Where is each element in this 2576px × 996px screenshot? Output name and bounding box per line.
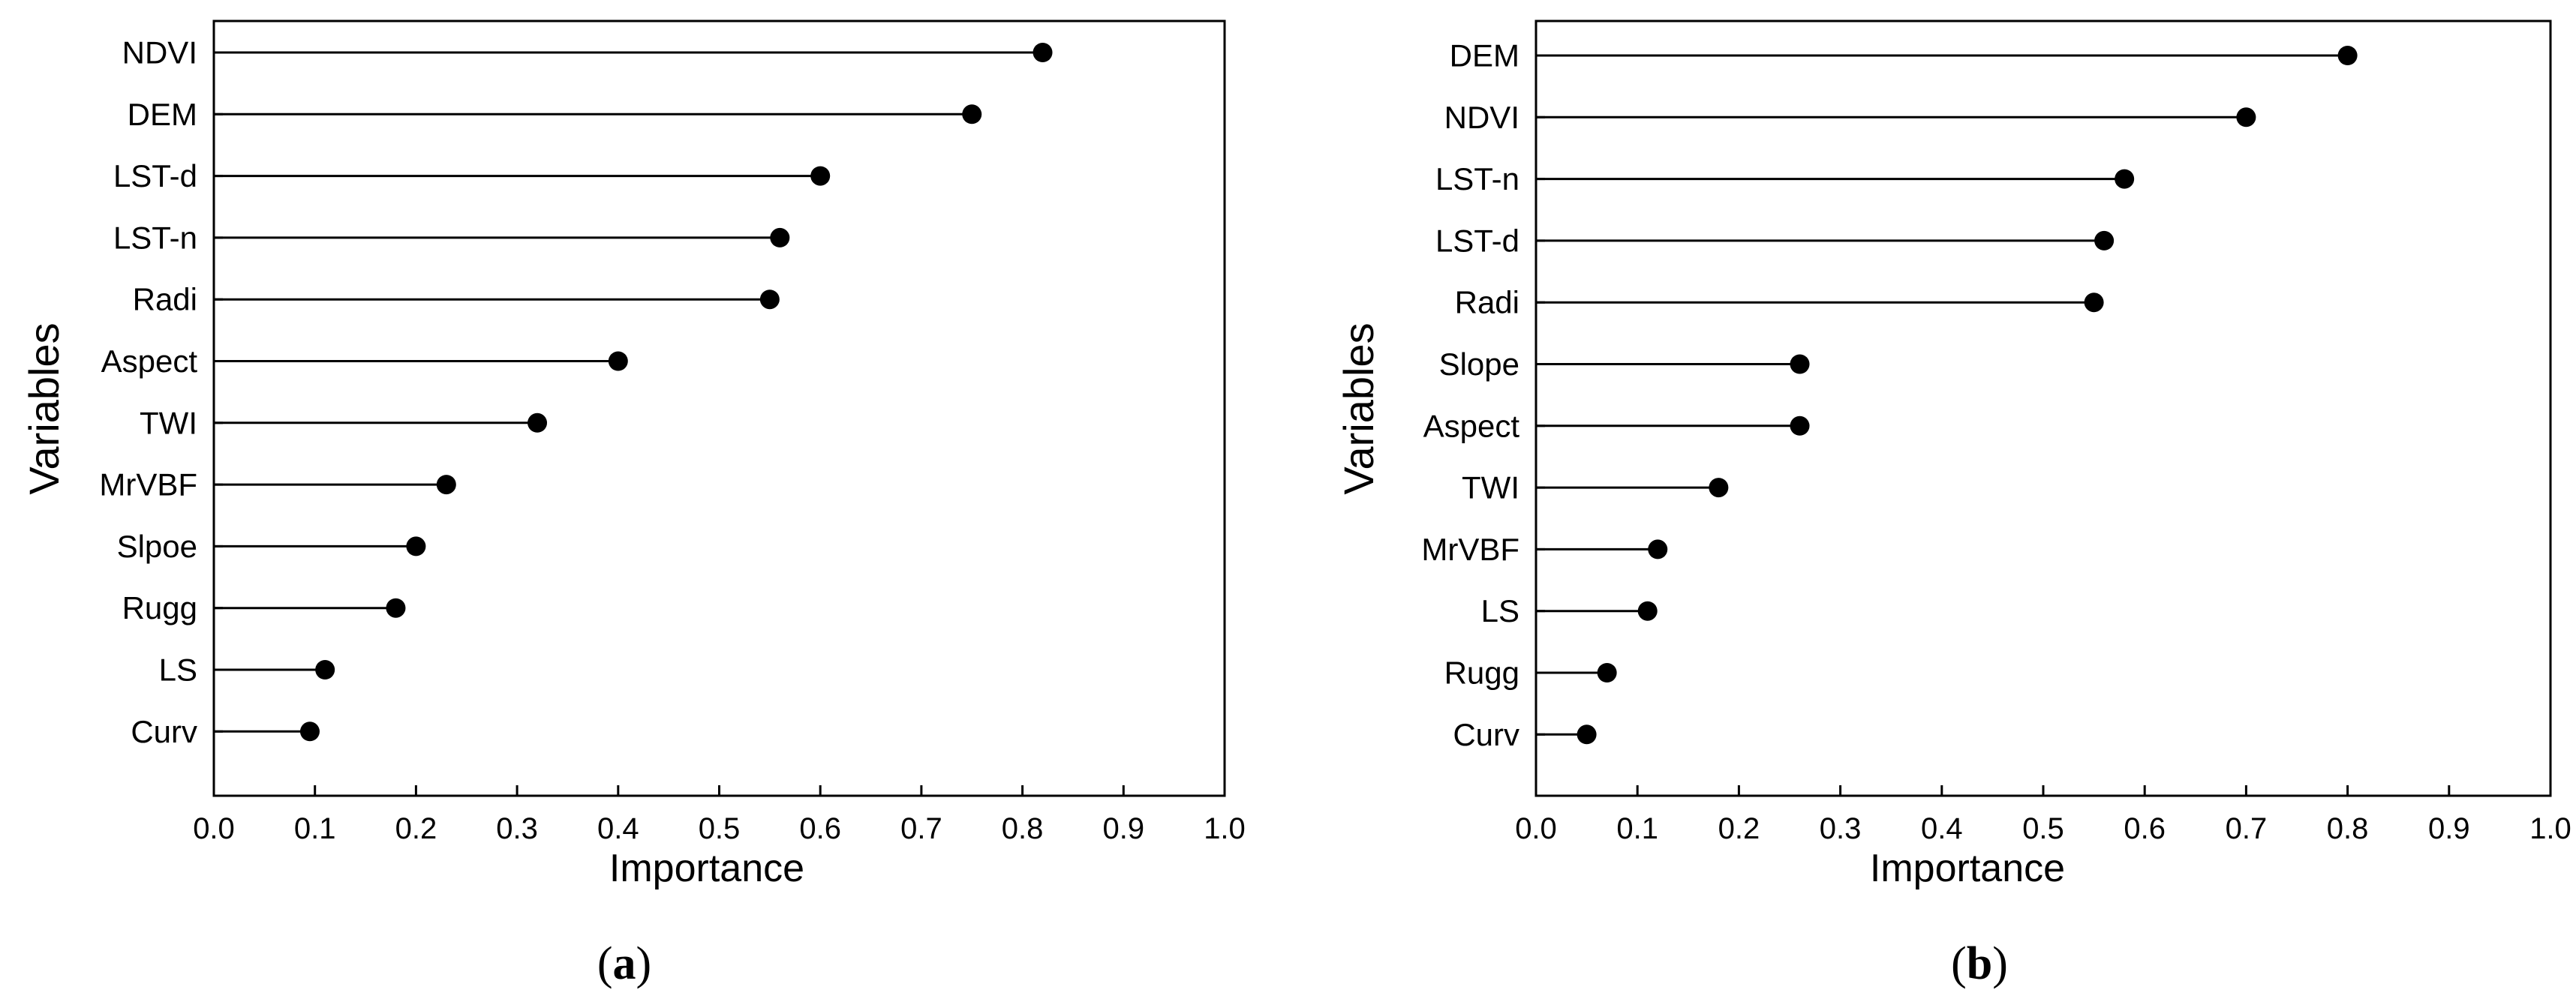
panel-a-x-axis-title: Importance [609,847,804,890]
panel-a-x-tick-label-7: 0.7 [900,812,942,845]
panel-a-label-lst-d: LST-d [113,158,197,194]
panel-a-dot-curv [299,722,320,742]
panel-a-x-tick-label-6: 0.6 [799,812,841,845]
panel-b-label-ndvi: NDVI [1444,100,1519,135]
panel-a-label-twi: TWI [140,405,197,440]
panel-b-caption: (b) [1951,938,2008,989]
panel-b-dot-rugg [1597,663,1617,682]
panel-a-x-tick-label-4: 0.4 [597,812,639,845]
panel-a-label-curv: Curv [131,714,197,749]
panel-a-x-tick-label-10: 1.0 [1204,812,1246,845]
panel-a-label-slpoe: Slpoe [117,529,197,564]
panel-b-dot-lst-d [2094,230,2115,250]
panel-a-label-aspect: Aspect [101,344,198,379]
panel-b-x-tick-label-4: 0.4 [1921,812,1963,845]
panel-b-label-slope: Slope [1439,346,1519,382]
panel-a-label-lst-n: LST-n [113,220,197,255]
panel-a-label-radi: Radi [133,282,197,317]
panel-a-x-tick-label-3: 0.3 [496,812,538,845]
panel-b-dot-lst-n [2115,169,2135,189]
panel-a-x-tick-label-0: 0.0 [193,812,235,845]
panel-a: NDVI DEM LST-d LST-n Radi Aspect TWI MrVBF Slpoe… [20,20,1246,989]
panel-a-dot-mrvbf [436,475,456,495]
panel-b-x-tick-label-9: 0.9 [2428,812,2470,845]
panel-a-dot-slpoe [406,536,426,556]
panel-a-dot-dem [962,104,982,124]
panel-b-x-tick-label-7: 0.7 [2226,812,2268,845]
panel-b-x-tick-label-1: 0.1 [1616,812,1658,845]
panel-a-label-mrvbf: MrVBF [99,467,197,502]
panel-b-label-ls: LS [1481,593,1519,628]
panel-a-dot-ls [315,660,335,680]
panel-a-label-ls: LS [159,652,197,688]
panel-b-y-axis-title: Variables [1335,322,1382,494]
panel-b-dot-aspect [1790,416,1810,436]
panel-a-dot-rugg [386,598,406,618]
panel-a-label-dem: DEM [128,97,197,132]
panel-a-dot-radi [759,290,780,310]
panel-a-dot-twi [528,412,548,433]
panel-a-lollipops [214,43,1053,742]
panel-a-variable-labels: NDVI DEM LST-d LST-n Radi Aspect TWI MrVBF Slpoe… [99,35,197,749]
panel-b-caption-letter: b [1967,938,1992,989]
panel-a-x-tick-label-8: 0.8 [1002,812,1044,845]
panel-a-dot-lst-d [810,166,831,186]
panel-b-label-radi: Radi [1455,285,1519,320]
panel-a-dot-ndvi [1033,43,1053,62]
panel-a-label-rugg: Rugg [122,590,197,626]
panel-b-variable-labels: DEM NDVI LST-n LST-d Radi Slope Aspect TWI MrVBF… [1421,38,1519,752]
panel-b-x-tick-label-2: 0.2 [1718,812,1760,845]
panel-a-x-ticks: 0.0 0.1 0.2 0.3 0.4 0.5 0.6 0.7 0.8 0.9 1.0 [193,785,1246,845]
panel-b-x-ticks: 0.0 0.1 0.2 0.3 0.4 0.5 0.6 0.7 0.8 0.9 1.0 [1515,785,2571,845]
panel-b-dot-twi [1709,478,1729,498]
panel-b-x-tick-label-5: 0.5 [2022,812,2064,845]
panel-b-label-mrvbf: MrVBF [1421,532,1519,567]
panel-b-x-tick-label-0: 0.0 [1515,812,1557,845]
panel-b-dot-dem [2337,46,2358,65]
panel-b-lollipops [1536,46,2358,745]
panel-b-dot-radi [2084,292,2104,313]
panel-b-dot-mrvbf [1648,539,1668,560]
panel-b-dot-slope [1790,354,1810,374]
panel-b-x-tick-label-8: 0.8 [2327,812,2369,845]
panel-a-dot-lst-n [770,227,790,248]
panel-b-x-tick-label-3: 0.3 [1820,812,1862,845]
panel-a-x-tick-label-9: 0.9 [1102,812,1144,845]
panel-b-x-tick-label-10: 1.0 [2529,812,2571,845]
panel-a-x-tick-label-1: 0.1 [294,812,336,845]
panel-a-caption: (a) [597,938,651,989]
panel-b-label-lst-n: LST-n [1435,161,1519,196]
panel-b-dot-ndvi [2236,107,2256,128]
panel-b-label-rugg: Rugg [1444,656,1519,691]
panel-a-x-tick-label-2: 0.2 [395,812,437,845]
panel-b-label-twi: TWI [1462,470,1519,506]
panel-b-dot-ls [1637,601,1658,621]
panel-b-label-dem: DEM [1450,38,1519,74]
panel-b-label-lst-d: LST-d [1435,223,1519,258]
panel-a-caption-letter: a [613,938,636,989]
panel-a-x-tick-label-5: 0.5 [699,812,741,845]
panel-a-y-axis-title: Variables [20,322,68,494]
panel-b: DEM NDVI LST-n LST-d Radi Slope Aspect TWI MrVBF… [1335,20,2571,989]
panel-b-dot-curv [1577,724,1597,745]
panel-a-label-ndvi: NDVI [122,35,197,70]
panel-b-label-aspect: Aspect [1423,408,1520,443]
panel-a-dot-aspect [608,351,628,371]
panel-b-label-curv: Curv [1453,717,1519,752]
panel-b-x-axis-title: Importance [1870,847,2065,890]
panel-b-x-tick-label-6: 0.6 [2124,812,2166,845]
